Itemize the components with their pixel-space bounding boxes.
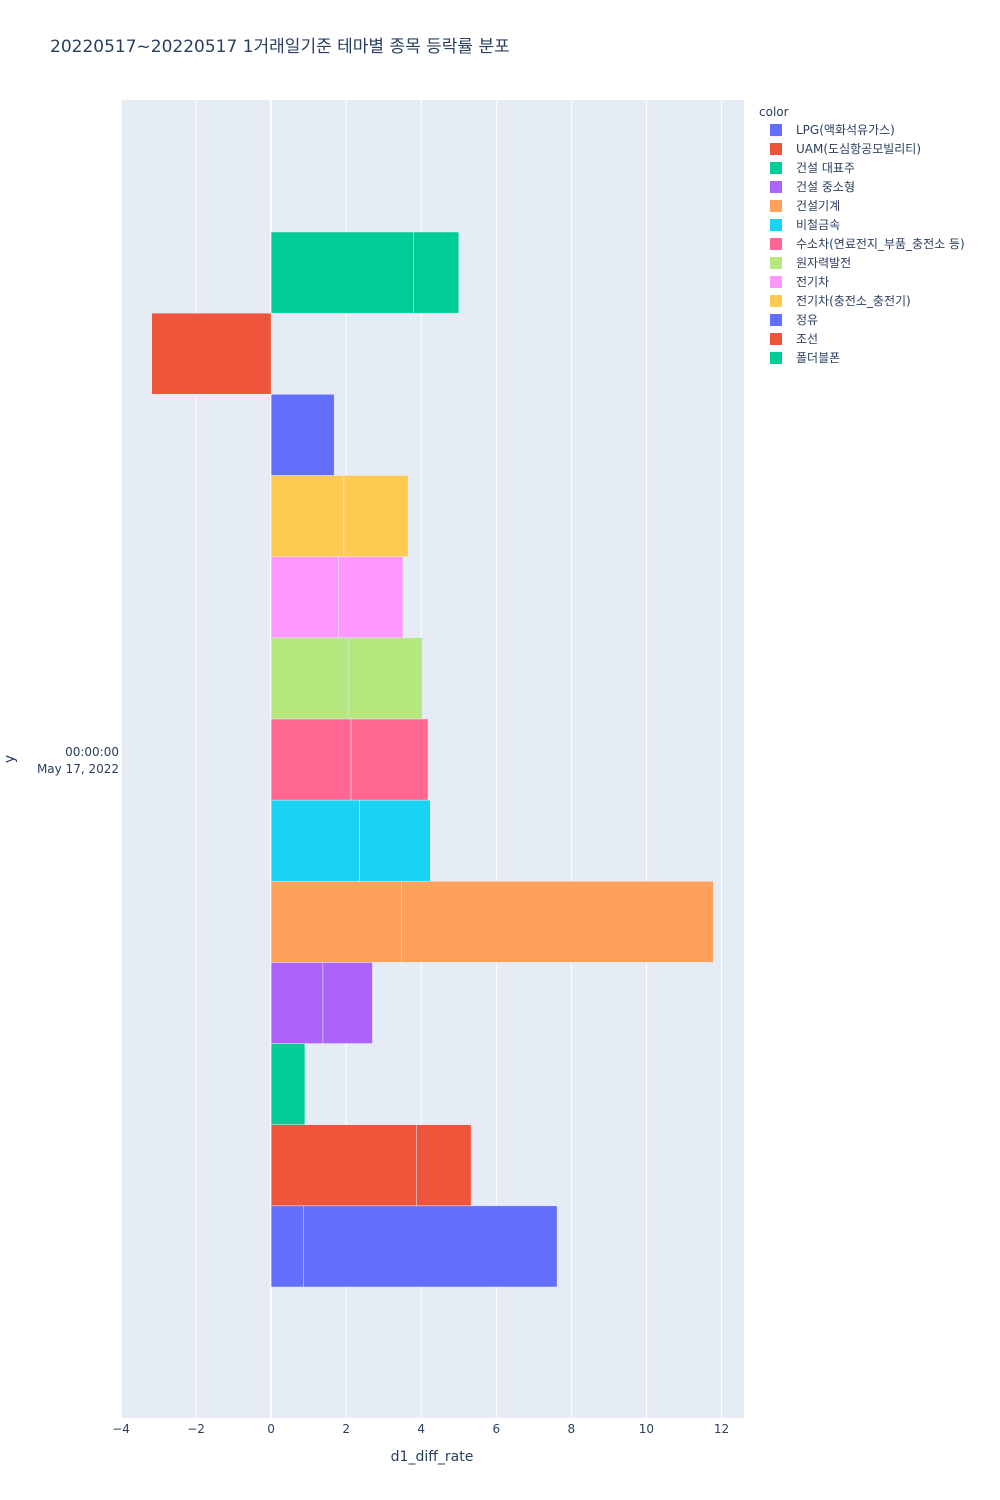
bar[interactable] [416, 1124, 472, 1207]
legend-swatch[interactable] [770, 238, 782, 250]
y-tick-label-date: May 17, 2022 [37, 762, 119, 776]
legend-item-label[interactable]: 건설 중소형 [796, 180, 855, 194]
legend-swatch[interactable] [770, 219, 782, 231]
bar[interactable] [270, 880, 402, 963]
x-tick-label: 10 [639, 1422, 654, 1436]
chart-title: 20220517~20220517 1거래일기준 테마별 종목 등락률 분포 [50, 37, 510, 57]
bars [151, 231, 714, 1288]
x-axis-title: d1_diff_rate [391, 1449, 474, 1465]
bar[interactable] [350, 718, 429, 801]
bar[interactable] [413, 231, 460, 314]
y-tick-label-time: 00:00:00 [65, 745, 119, 759]
legend-item-label[interactable]: LPG(액화석유가스) [796, 123, 895, 137]
legend-swatch[interactable] [770, 143, 782, 155]
legend-title: color [759, 105, 789, 119]
bar[interactable] [270, 394, 335, 476]
bar[interactable] [270, 1043, 306, 1125]
legend-swatch[interactable] [770, 124, 782, 136]
legend-item-label[interactable]: 조선 [796, 332, 818, 346]
bar[interactable] [303, 1205, 558, 1288]
bar[interactable] [270, 475, 345, 557]
bar[interactable] [270, 1205, 305, 1288]
legend-item-label[interactable]: 원자력발전 [796, 256, 851, 270]
legend-item-label[interactable]: 비철금속 [796, 218, 840, 232]
legend-item-label[interactable]: 정유 [796, 313, 818, 327]
x-tick-label: 4 [417, 1422, 425, 1436]
legend-swatch[interactable] [770, 276, 782, 288]
legend-item-label[interactable]: 전기차(충전소_충전기) [796, 294, 911, 308]
bar[interactable] [270, 231, 414, 314]
legend-swatch[interactable] [770, 352, 782, 364]
bar[interactable] [343, 475, 409, 557]
y-axis-title: y [2, 755, 18, 763]
legend-item-label[interactable]: 건설 대표주 [796, 161, 855, 175]
bar[interactable] [270, 962, 324, 1044]
x-tick-label: −2 [187, 1422, 205, 1436]
grid-lines [120, 100, 722, 1418]
legend-swatch[interactable] [770, 314, 782, 326]
legend-swatch[interactable] [770, 257, 782, 269]
bar[interactable] [270, 718, 352, 801]
legend-swatch[interactable] [770, 200, 782, 212]
bar[interactable] [270, 637, 350, 720]
bar[interactable] [270, 799, 360, 882]
bar[interactable] [359, 799, 431, 882]
bar[interactable] [338, 556, 404, 639]
legend-item-label[interactable]: 전기차 [796, 275, 829, 289]
x-tick-label: 8 [568, 1422, 576, 1436]
bar[interactable] [270, 1124, 417, 1207]
bar[interactable] [401, 880, 714, 963]
legend-item-label[interactable]: 폴더블폰 [796, 351, 840, 365]
legend-swatch[interactable] [770, 333, 782, 345]
legend-swatch[interactable] [770, 295, 782, 307]
legend-swatch[interactable] [770, 181, 782, 193]
x-tick-label: 0 [267, 1422, 275, 1436]
legend-item-label[interactable]: 수소차(연료전지_부품_충전소 등) [796, 237, 965, 251]
bar[interactable] [348, 637, 423, 720]
x-tick-labels: −4 −2 0 2 4 6 8 10 12 [112, 1422, 729, 1436]
legend-swatch[interactable] [770, 162, 782, 174]
x-tick-label: −4 [112, 1422, 130, 1436]
bar[interactable] [322, 962, 373, 1044]
y-tick-labels: 00:00:00 May 17, 2022 [37, 745, 119, 776]
bar[interactable] [151, 312, 272, 395]
x-tick-label: 6 [492, 1422, 500, 1436]
x-tick-label: 12 [714, 1422, 729, 1436]
legend-item-label[interactable]: UAM(도심항공모빌리티) [796, 142, 921, 156]
legend-item-label[interactable]: 건설기계 [796, 199, 840, 213]
bar[interactable] [270, 556, 339, 639]
x-tick-label: 2 [342, 1422, 350, 1436]
